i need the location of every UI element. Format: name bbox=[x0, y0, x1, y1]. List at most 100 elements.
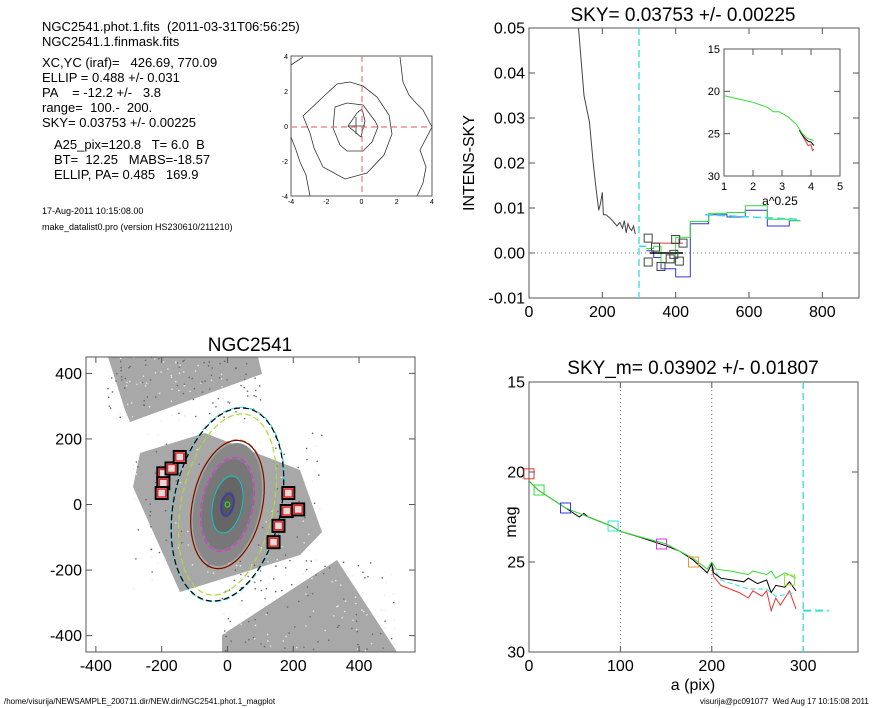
image-noise bbox=[305, 593, 307, 595]
image-xtick-label: -200 bbox=[146, 658, 178, 675]
user-stamp: visurija@pc091077 Wed Aug 17 10:15:08 20… bbox=[700, 697, 869, 706]
image-noise bbox=[184, 415, 186, 417]
image-noise bbox=[188, 376, 191, 379]
image-noise bbox=[108, 379, 110, 382]
sky-xtick-label: 400 bbox=[662, 304, 689, 321]
inset-ytick-label: 15 bbox=[708, 44, 720, 56]
program-version: make_datalist0.pro (version HS230610/211… bbox=[42, 222, 233, 232]
sky-xtick-label: 600 bbox=[736, 304, 763, 321]
inset-ytick-label: 30 bbox=[708, 171, 720, 183]
image-noise bbox=[219, 362, 221, 365]
image-noise bbox=[254, 389, 257, 392]
image-noise bbox=[162, 361, 165, 363]
image-noise bbox=[201, 381, 203, 383]
image-noise bbox=[362, 610, 365, 613]
image-noise bbox=[212, 572, 215, 574]
image-noise bbox=[144, 364, 147, 366]
image-noise bbox=[144, 385, 147, 387]
isophote-ellipse bbox=[177, 413, 278, 596]
inset-ytick-label: 20 bbox=[708, 86, 720, 98]
isophote-ellipse bbox=[220, 493, 235, 516]
mag-xtick-label: 100 bbox=[607, 658, 634, 675]
image-noise bbox=[254, 624, 257, 627]
image-noise bbox=[282, 640, 285, 642]
image-noise bbox=[151, 578, 154, 581]
image-noise bbox=[120, 366, 122, 369]
image-noise bbox=[154, 396, 157, 398]
contour-ytick-label: -4 bbox=[282, 194, 288, 201]
image-noise bbox=[304, 516, 306, 519]
masked-box-inner bbox=[293, 504, 303, 515]
image-noise bbox=[315, 445, 318, 447]
image-noise bbox=[114, 417, 117, 419]
image-noise bbox=[370, 642, 373, 645]
image-noise bbox=[254, 588, 257, 590]
image-noise bbox=[142, 375, 145, 378]
image-noise bbox=[224, 632, 226, 635]
image-noise bbox=[264, 597, 266, 600]
mag-series-red bbox=[711, 567, 797, 613]
image-noise bbox=[132, 468, 135, 470]
image-noise bbox=[339, 584, 342, 586]
image-noise bbox=[210, 374, 213, 377]
image-noise bbox=[390, 637, 393, 640]
image-noise bbox=[393, 619, 396, 621]
image-noise bbox=[252, 636, 255, 639]
image-noise bbox=[221, 390, 224, 393]
image-noise bbox=[233, 579, 236, 582]
image-noise bbox=[312, 610, 315, 612]
image-noise bbox=[305, 568, 308, 571]
image-noise bbox=[369, 562, 372, 564]
image-noise bbox=[171, 388, 173, 391]
image-noise bbox=[255, 395, 257, 398]
image-noise bbox=[240, 623, 243, 626]
image-noise bbox=[262, 453, 265, 456]
image-noise bbox=[149, 514, 151, 517]
image-noise bbox=[225, 635, 227, 638]
image-noise bbox=[136, 383, 138, 386]
image-noise bbox=[328, 567, 331, 569]
image-noise bbox=[192, 398, 195, 401]
image-noise bbox=[222, 407, 225, 409]
mag-series-green bbox=[528, 480, 797, 579]
image-noise bbox=[207, 365, 210, 367]
image-noise bbox=[212, 402, 214, 404]
image-noise bbox=[154, 472, 157, 475]
image-noise bbox=[260, 579, 262, 582]
image-noise bbox=[115, 372, 118, 375]
image-noise bbox=[210, 418, 213, 421]
image-noise bbox=[338, 624, 340, 627]
image-noise bbox=[176, 362, 179, 364]
image-noise bbox=[109, 407, 112, 409]
image-noise bbox=[380, 608, 382, 611]
masked-box-inner bbox=[156, 488, 167, 498]
image-noise bbox=[308, 533, 310, 536]
image-noise bbox=[119, 360, 122, 363]
image-noise bbox=[198, 463, 200, 465]
image-noise bbox=[322, 572, 325, 575]
image-noise bbox=[217, 397, 220, 400]
image-noise bbox=[220, 582, 223, 584]
masked-box bbox=[172, 449, 187, 464]
image-noise bbox=[355, 613, 358, 616]
mag-square-marker bbox=[533, 484, 545, 496]
image-noise bbox=[394, 627, 396, 630]
image-noise bbox=[133, 498, 136, 501]
sky-value: SKY= 0.03753 +/- 0.00225 bbox=[42, 115, 196, 130]
image-noise bbox=[277, 510, 279, 513]
image-noise bbox=[311, 480, 314, 483]
image-noise bbox=[191, 377, 194, 380]
image-noise bbox=[194, 415, 197, 418]
image-noise bbox=[260, 589, 263, 592]
image-noise bbox=[167, 368, 169, 370]
image-noise bbox=[263, 645, 266, 648]
image-field bbox=[108, 357, 262, 422]
image-noise bbox=[254, 618, 256, 621]
image-noise bbox=[355, 602, 357, 605]
masked-box-inner bbox=[268, 537, 279, 547]
image-noise bbox=[306, 458, 308, 461]
image-noise bbox=[228, 402, 231, 404]
mag-ytick-label: 25 bbox=[507, 555, 525, 572]
image-noise bbox=[219, 579, 221, 582]
image-noise bbox=[248, 638, 250, 641]
